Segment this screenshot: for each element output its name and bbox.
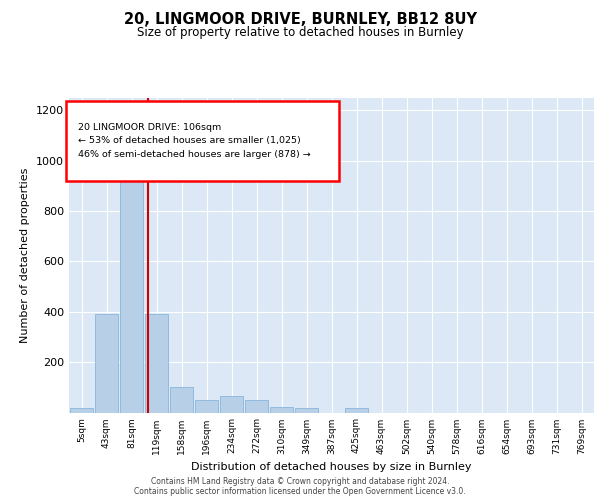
Text: 20 LINGMOOR DRIVE: 106sqm
← 53% of detached houses are smaller (1,025)
46% of se: 20 LINGMOOR DRIVE: 106sqm ← 53% of detac… [79,122,311,160]
Bar [170,388,193,412]
Bar [295,408,319,412]
Bar [344,408,368,412]
Bar [269,407,293,412]
Bar [220,396,244,412]
Text: Size of property relative to detached houses in Burnley: Size of property relative to detached ho… [137,26,463,39]
X-axis label: Distribution of detached houses by size in Burnley: Distribution of detached houses by size … [191,462,472,472]
Text: 20, LINGMOOR DRIVE, BURNLEY, BB12 8UY: 20, LINGMOOR DRIVE, BURNLEY, BB12 8UY [124,12,476,28]
Text: Contains HM Land Registry data © Crown copyright and database right 2024.
Contai: Contains HM Land Registry data © Crown c… [134,476,466,496]
FancyBboxPatch shape [67,100,340,181]
Bar [95,314,118,412]
Bar [194,400,218,412]
Bar [70,408,94,412]
Bar [245,400,268,412]
Bar [119,173,143,412]
Y-axis label: Number of detached properties: Number of detached properties [20,168,31,342]
Bar [145,314,169,412]
